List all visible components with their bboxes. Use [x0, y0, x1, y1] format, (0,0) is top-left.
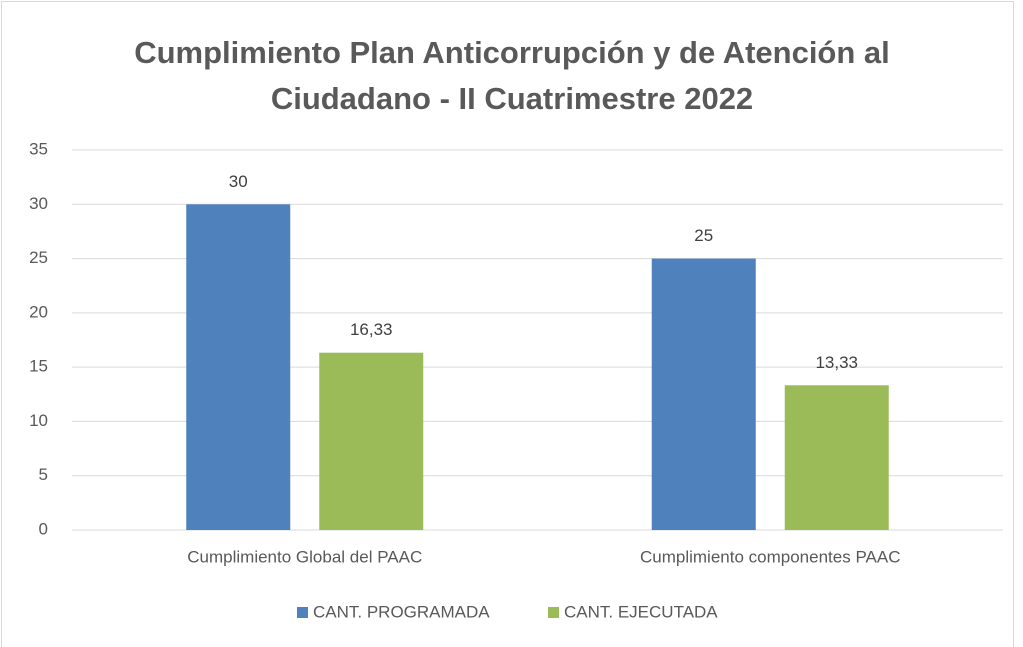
y-tick-label: 35	[29, 139, 48, 158]
legend-swatch	[548, 607, 559, 618]
y-tick-label: 0	[39, 519, 48, 538]
y-tick-label: 30	[29, 194, 48, 213]
legend-label: CANT. PROGRAMADA	[313, 602, 490, 621]
bar	[319, 352, 424, 530]
y-tick-label: 15	[29, 357, 48, 376]
data-label: 25	[694, 226, 713, 245]
y-tick-label: 10	[29, 411, 48, 430]
legend-label: CANT. EJECUTADA	[564, 602, 718, 621]
y-tick-label: 20	[29, 302, 48, 321]
legend-swatch	[297, 607, 308, 618]
data-label: 16,33	[350, 320, 393, 339]
data-label: 30	[229, 172, 248, 191]
x-tick-label: Cumplimiento Global del PAAC	[187, 547, 422, 566]
chart-title: Cumplimiento Plan Anticorrupción y de At…	[134, 35, 890, 116]
data-label: 13,33	[815, 353, 858, 372]
bar	[651, 258, 756, 530]
bar	[784, 385, 889, 530]
y-tick-label: 25	[29, 248, 48, 267]
x-tick-label: Cumplimiento componentes PAAC	[640, 547, 900, 566]
y-tick-label: 5	[39, 465, 48, 484]
bar	[186, 204, 291, 531]
